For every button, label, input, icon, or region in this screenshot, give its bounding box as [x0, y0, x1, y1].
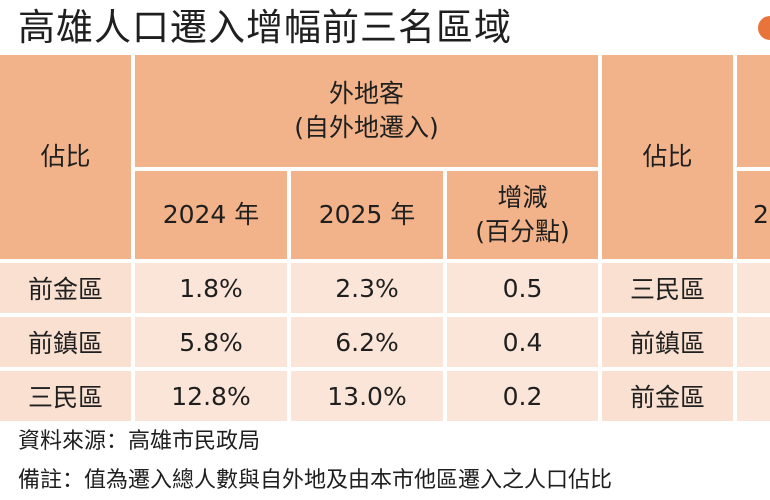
share-header: 佔比 — [0, 55, 135, 263]
right-value-cell — [735, 369, 770, 425]
right-col-partial-label: 2 — [753, 200, 769, 229]
right-group-header — [735, 55, 770, 171]
change-cell: 0.5 — [445, 261, 603, 317]
col-change-unit: (百分點) — [475, 217, 570, 246]
district-cell: 三民區 — [0, 369, 135, 425]
logo-icon — [758, 16, 770, 40]
outsider-header-title: 外地客 — [329, 79, 405, 108]
change-cell: 0.2 — [445, 369, 603, 425]
table-row: 前金區 1.8% 2.3% 0.5 三民區 — [0, 261, 770, 317]
change-cell: 0.4 — [445, 315, 603, 371]
remark-note: 備註：值為遷入總人數與自外地及由本市他區遷入之人口佔比 — [18, 468, 613, 493]
outsider-group-header: 外地客 (自外地遷入) — [133, 55, 603, 171]
value-2024-cell: 12.8% — [133, 369, 291, 425]
right-district-cell: 三民區 — [600, 261, 738, 317]
right-col-partial-header: 2 — [735, 169, 770, 263]
table-row: 三民區 12.8% 13.0% 0.2 前金區 — [0, 369, 770, 425]
population-share-table: 佔比 外地客 (自外地遷入) 佔比 2024 年 2025 年 增減 (百分點)… — [0, 55, 770, 425]
col-2024-header: 2024 年 — [133, 169, 291, 263]
district-cell: 前金區 — [0, 261, 135, 317]
table-row: 前鎮區 5.8% 6.2% 0.4 前鎮區 — [0, 315, 770, 371]
outsider-header-subtitle: (自外地遷入) — [294, 113, 439, 142]
value-2025-cell: 13.0% — [289, 369, 447, 425]
right-district-cell: 前鎮區 — [600, 315, 738, 371]
col-2025-header: 2025 年 — [289, 169, 447, 263]
right-value-cell — [735, 315, 770, 371]
col-change-header: 增減 (百分點) — [445, 169, 603, 263]
value-2025-cell: 6.2% — [289, 315, 447, 371]
page-title: 高雄人口遷入增幅前三名區域 — [18, 6, 512, 49]
source-note: 資料來源：高雄市民政局 — [18, 429, 261, 454]
right-value-cell — [735, 261, 770, 317]
value-2024-cell: 1.8% — [133, 261, 291, 317]
value-2025-cell: 2.3% — [289, 261, 447, 317]
col-change-title: 增減 — [497, 183, 548, 212]
right-district-cell: 前金區 — [600, 369, 738, 425]
district-cell: 前鎮區 — [0, 315, 135, 371]
share-header-right: 佔比 — [600, 55, 738, 263]
value-2024-cell: 5.8% — [133, 315, 291, 371]
